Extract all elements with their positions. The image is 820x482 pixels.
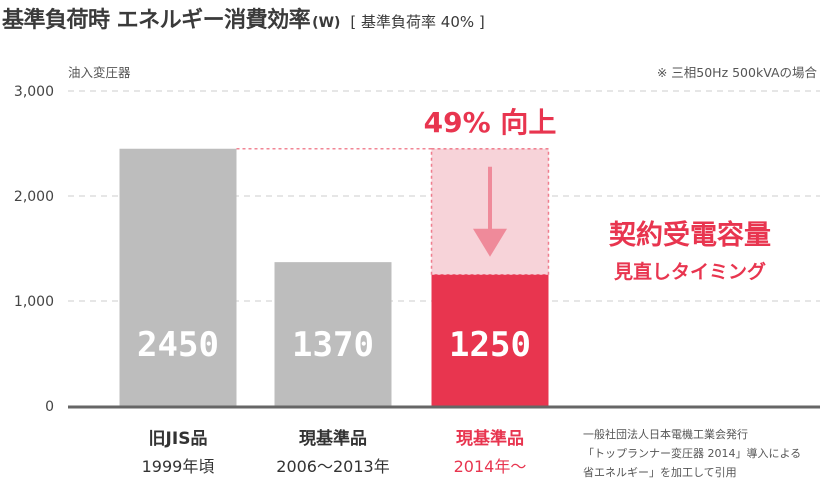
bar-value-label: 2450 [137,325,219,365]
chart-title: 基準負荷時 エネルギー消費効率 (W) [ 基準負荷率 40% ] [2,2,485,34]
y-tick-label: 2,000 [14,189,54,205]
chart-title-main: 基準負荷時 エネルギー消費効率 [2,8,311,33]
bar [431,274,549,406]
callout-title: 契約受電容量 [609,219,771,251]
y-tick-label: 1,000 [14,294,54,310]
source-line: 「トップランナー変圧器 2014」導入による [583,447,802,460]
bar-value-label: 1250 [449,325,531,365]
bar-value-label: 1370 [292,325,374,365]
chart-title-unit: (W) [312,15,341,31]
bar [274,262,392,406]
chart-subtitle: [ 基準負荷率 40% ] [350,13,485,31]
category-label: 旧JIS品 [149,429,208,449]
source-line: 省エネルギー」を加工して引用 [583,466,737,479]
source-line: 一般社団法人日本電機工業会発行 [583,428,748,441]
callout-subtitle: 見直しタイミング [614,260,766,283]
category-label: 現基準品 [299,428,367,449]
bar [119,148,237,406]
down-arrow-icon [473,228,507,257]
category-label: 現基準品 [456,428,524,449]
source-note: 一般社団法人日本電機工業会発行 「トップランナー変圧器 2014」導入による 省… [583,425,801,482]
y-tick-label: 0 [45,399,54,415]
y-tick-label: 3,000 [14,84,54,100]
y-axis-label: 油入変圧器 [68,65,131,80]
footnote: ※ 三相50Hz 500kVAの場合 [656,65,817,80]
category-sublabel: 2006～2013年 [276,457,389,476]
improvement-label: 49% 向上 [424,106,557,139]
category-sublabel: 1999年頃 [142,457,215,476]
category-sublabel: 2014年～ [454,457,527,476]
